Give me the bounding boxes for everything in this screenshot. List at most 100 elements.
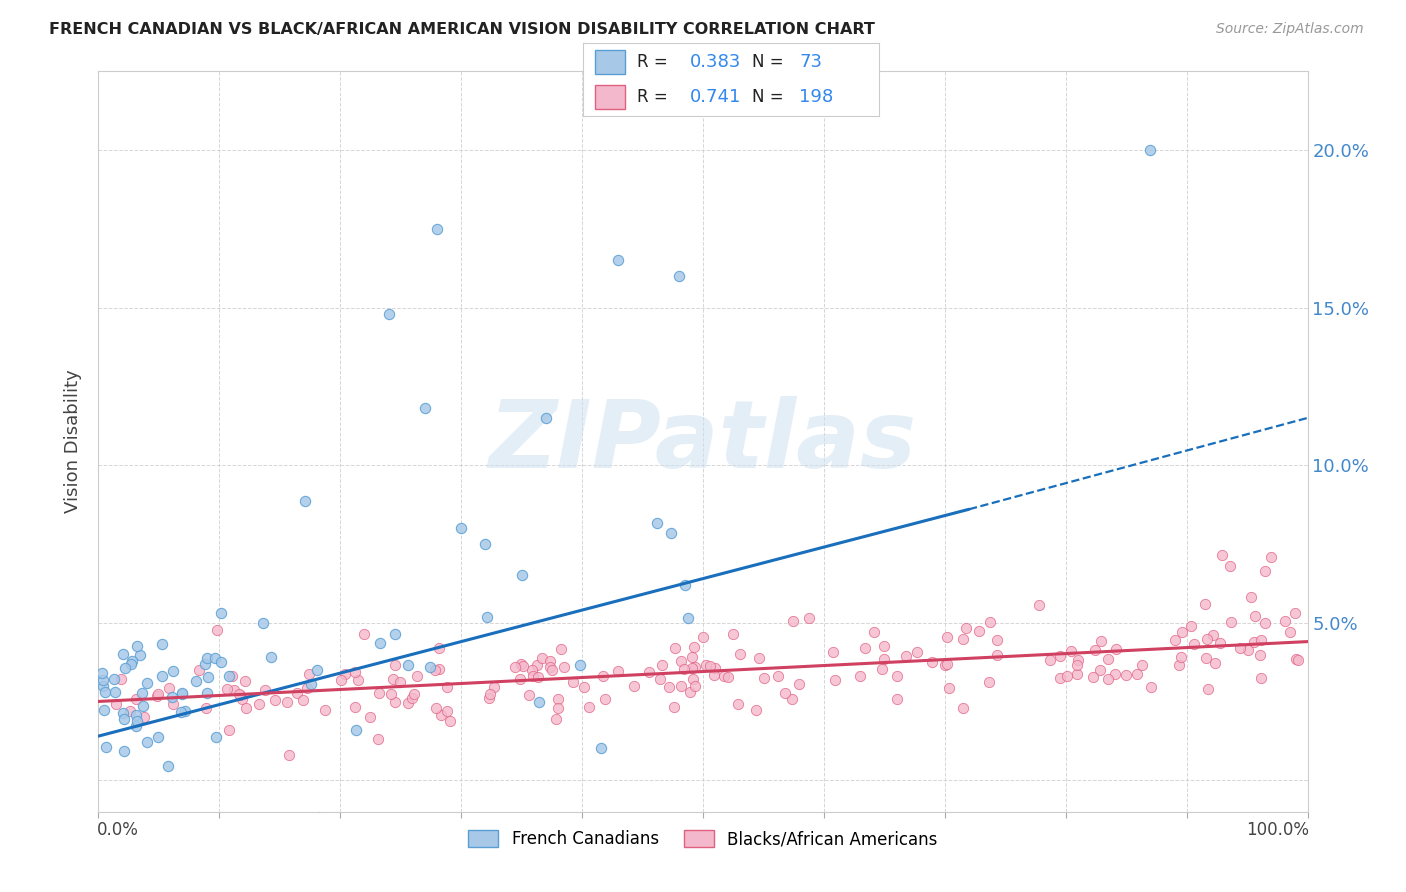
Point (112, 706, 135, 720)
Point (146, 730, 169, 744)
Point (204, 651, 226, 665)
Point (593, 691, 616, 706)
Point (683, 640, 706, 654)
Point (1060, 644, 1083, 658)
Point (94, 685, 117, 699)
Point (1243, 634, 1265, 648)
Point (112, 712, 135, 726)
Point (298, 667, 321, 681)
Point (682, 673, 704, 687)
Point (301, 677, 323, 691)
Point (425, 701, 447, 715)
Point (870, 663, 893, 677)
Point (94, 739, 117, 754)
Point (450, 521, 472, 535)
Text: 100.0%: 100.0% (1246, 822, 1309, 839)
Point (1164, 632, 1187, 647)
Point (1204, 656, 1226, 670)
Point (173, 704, 195, 718)
Point (952, 632, 974, 646)
Point (413, 401, 436, 416)
Point (526, 670, 548, 684)
Point (172, 685, 194, 699)
Point (1090, 634, 1112, 648)
Point (934, 657, 956, 672)
Point (1202, 628, 1225, 642)
Point (278, 747, 301, 762)
Point (253, 683, 276, 698)
Point (544, 712, 567, 726)
Text: FRENCH CANADIAN VS BLACK/AFRICAN AMERICAN VISION DISABILITY CORRELATION CHART: FRENCH CANADIAN VS BLACK/AFRICAN AMERICA… (49, 22, 875, 37)
Point (194, 657, 217, 671)
Point (1115, 668, 1137, 682)
Point (359, 709, 381, 723)
Point (678, 611, 700, 625)
Point (156, 759, 179, 773)
Point (426, 222, 449, 236)
Point (1197, 682, 1219, 697)
Point (1182, 637, 1205, 651)
Point (782, 614, 804, 628)
Point (745, 703, 768, 717)
Point (721, 627, 744, 641)
Point (1180, 619, 1202, 633)
Point (1090, 664, 1112, 678)
Point (436, 680, 458, 694)
Point (228, 687, 250, 701)
Point (479, 687, 502, 701)
Point (1028, 598, 1050, 612)
Point (1139, 143, 1161, 157)
Text: R =: R = (637, 54, 672, 71)
Point (276, 695, 298, 709)
Point (295, 681, 318, 695)
Point (439, 714, 461, 728)
Point (512, 659, 534, 673)
Point (683, 679, 706, 693)
Point (955, 621, 977, 635)
Point (547, 692, 569, 706)
Point (233, 674, 256, 689)
Point (305, 663, 328, 677)
Point (1249, 648, 1271, 663)
Point (1171, 625, 1194, 640)
Text: N =: N = (752, 54, 789, 71)
Point (104, 685, 127, 699)
Point (509, 673, 531, 687)
Point (157, 681, 180, 695)
Point (224, 682, 246, 697)
Point (429, 708, 451, 723)
Point (873, 639, 896, 653)
Point (125, 708, 148, 723)
Point (510, 568, 533, 582)
Point (218, 723, 240, 738)
Point (131, 686, 153, 700)
Point (425, 663, 447, 677)
Point (787, 677, 810, 691)
Point (936, 630, 959, 644)
Point (197, 670, 219, 684)
Point (396, 657, 419, 672)
Point (381, 672, 404, 686)
Point (1209, 636, 1232, 650)
Point (668, 269, 690, 284)
Point (150, 668, 173, 682)
Point (592, 669, 614, 683)
Point (894, 648, 917, 663)
Point (1254, 615, 1277, 630)
Point (681, 661, 703, 675)
Point (103, 673, 125, 687)
Point (531, 651, 554, 665)
Point (754, 671, 776, 685)
Point (209, 656, 232, 670)
Point (235, 701, 257, 715)
Point (404, 687, 426, 701)
Point (986, 648, 1008, 663)
Point (188, 663, 211, 677)
Point (229, 688, 252, 702)
Point (217, 682, 239, 697)
Point (1097, 652, 1119, 666)
Point (205, 624, 228, 638)
Point (659, 526, 682, 541)
Point (848, 669, 870, 683)
Point (692, 630, 714, 644)
